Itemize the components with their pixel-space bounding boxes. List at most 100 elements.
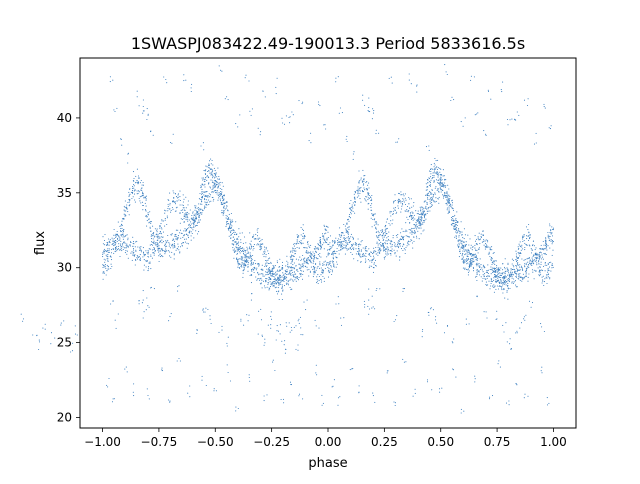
- data-point: [230, 212, 232, 215]
- data-point: [104, 259, 106, 261]
- data-point: [498, 268, 500, 270]
- data-point: [418, 224, 420, 226]
- data-point: [179, 251, 181, 253]
- data-point: [382, 245, 384, 247]
- data-point: [305, 260, 307, 262]
- data-point: [289, 116, 291, 118]
- data-point: [298, 100, 300, 102]
- data-point: [500, 277, 502, 279]
- data-point: [454, 236, 456, 238]
- data-point: [485, 311, 487, 313]
- data-point: [162, 241, 165, 243]
- data-point: [173, 197, 175, 199]
- data-point: [376, 241, 378, 243]
- data-point: [529, 234, 531, 236]
- data-point: [150, 235, 152, 237]
- data-point: [205, 177, 207, 179]
- data-point: [434, 201, 436, 203]
- data-point: [221, 197, 223, 199]
- data-point: [325, 128, 327, 130]
- data-point: [466, 263, 468, 265]
- data-point: [371, 203, 373, 205]
- data-point: [342, 243, 344, 245]
- data-point: [510, 268, 512, 270]
- data-point: [267, 282, 269, 284]
- data-point: [313, 258, 315, 260]
- data-point: [135, 241, 137, 243]
- data-point: [259, 243, 261, 245]
- data-point: [492, 260, 494, 262]
- data-point: [208, 167, 210, 169]
- data-point: [410, 218, 413, 220]
- data-point: [162, 236, 164, 238]
- data-point: [294, 276, 296, 278]
- data-point: [243, 324, 245, 326]
- data-point: [327, 252, 329, 254]
- data-point: [213, 187, 215, 189]
- data-point: [146, 260, 148, 262]
- data-point: [376, 231, 378, 233]
- data-point: [440, 168, 442, 170]
- data-point: [138, 105, 140, 107]
- data-point: [462, 260, 465, 262]
- data-point: [346, 140, 348, 143]
- data-point: [195, 230, 197, 232]
- data-point: [368, 194, 370, 197]
- data-point: [433, 166, 435, 168]
- data-point: [427, 208, 429, 210]
- data-point: [534, 257, 536, 259]
- data-point: [419, 222, 421, 224]
- data-point: [229, 230, 231, 232]
- data-point: [365, 250, 367, 252]
- data-point: [402, 198, 404, 200]
- data-point: [466, 255, 468, 258]
- data-point: [127, 237, 129, 239]
- data-point: [278, 298, 280, 301]
- data-point: [239, 252, 241, 254]
- data-point: [521, 280, 523, 282]
- data-point: [183, 74, 185, 76]
- data-point: [212, 186, 214, 188]
- data-point: [402, 237, 404, 239]
- data-point: [504, 272, 506, 274]
- data-point: [250, 282, 253, 284]
- data-point: [543, 284, 545, 287]
- data-point: [237, 244, 240, 246]
- data-point: [204, 170, 206, 172]
- data-point: [122, 230, 125, 233]
- data-point: [472, 258, 474, 260]
- data-point: [372, 258, 374, 260]
- data-point: [225, 217, 227, 219]
- data-point: [147, 114, 149, 116]
- data-point: [175, 236, 177, 238]
- data-point: [362, 184, 364, 186]
- data-point: [373, 257, 375, 259]
- data-point: [107, 260, 109, 262]
- data-point: [413, 240, 415, 242]
- data-point: [332, 244, 334, 246]
- data-point: [468, 270, 470, 272]
- data-point: [268, 268, 270, 270]
- data-point: [548, 240, 550, 242]
- data-point: [368, 253, 370, 255]
- data-point: [192, 222, 194, 224]
- data-point: [481, 267, 483, 269]
- data-point: [233, 238, 236, 240]
- data-point: [183, 238, 186, 240]
- data-point: [457, 239, 459, 241]
- data-point: [176, 200, 178, 202]
- data-point: [420, 223, 422, 225]
- data-point: [367, 305, 369, 307]
- data-point: [236, 237, 238, 239]
- data-point: [469, 254, 472, 256]
- data-point: [278, 277, 280, 279]
- data-point: [124, 215, 126, 217]
- data-point: [366, 250, 368, 252]
- data-point: [203, 179, 205, 181]
- data-point: [362, 253, 364, 255]
- data-point: [230, 233, 232, 236]
- data-point: [398, 198, 400, 200]
- data-point: [323, 277, 325, 279]
- data-point: [321, 269, 323, 271]
- data-point: [125, 234, 127, 237]
